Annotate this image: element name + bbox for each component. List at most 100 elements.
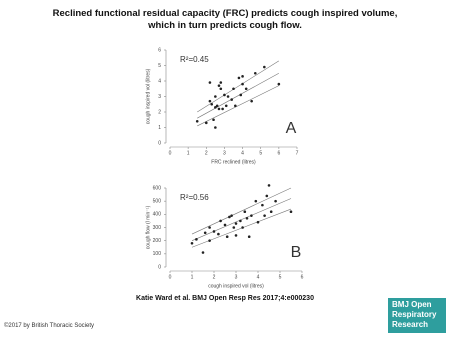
y-tick-label: 4 [158, 78, 161, 84]
point [245, 216, 249, 220]
point [214, 95, 217, 98]
point [234, 222, 238, 225]
point [265, 194, 269, 198]
y-tick-label: 3 [158, 94, 161, 100]
regression-line [191, 198, 292, 241]
y-tick-label: 400 [153, 212, 162, 218]
point [256, 220, 260, 224]
point [223, 93, 226, 97]
y-tick-label: 200 [153, 238, 162, 244]
logo: BMJ Open Respiratory Research [388, 298, 446, 333]
annotation: R²=0.56 [180, 193, 209, 202]
point [274, 199, 277, 203]
point [243, 210, 247, 213]
point [226, 95, 230, 98]
copyright: ©2017 by British Thoracic Society [4, 323, 95, 329]
point [234, 104, 237, 108]
point [244, 87, 248, 91]
point [250, 214, 253, 217]
y-tick-label: 0 [158, 140, 161, 146]
point [217, 232, 220, 236]
y-tick-label: 300 [153, 225, 162, 231]
y-tick-label: 0 [158, 264, 161, 270]
x-tick-label: 6 [301, 274, 304, 280]
point [224, 104, 228, 108]
x-tick-label: 1 [191, 274, 194, 280]
point [267, 184, 271, 187]
point [232, 87, 235, 91]
point [263, 214, 266, 217]
point [201, 251, 205, 254]
point [289, 210, 293, 213]
y-tick-label: 2 [158, 109, 161, 115]
point [214, 106, 217, 109]
x-tick-label: 5 [279, 274, 282, 280]
point [239, 219, 242, 223]
point [219, 87, 223, 91]
point [253, 71, 257, 75]
point [261, 203, 264, 207]
y-axis-label: cough inspired vol (litres) [145, 68, 151, 124]
point [190, 242, 194, 245]
point [195, 120, 199, 123]
point [234, 234, 238, 237]
point [212, 118, 215, 122]
x-tick-label: 4 [257, 274, 260, 280]
point [195, 238, 198, 241]
x-tick-label: 2 [205, 150, 208, 156]
x-tick-label: 1 [187, 150, 190, 156]
x-tick-label: 6 [277, 150, 280, 156]
annotation: R²=0.45 [180, 55, 209, 64]
x-tick-label: 3 [235, 274, 238, 280]
regression-line [191, 187, 292, 235]
point [225, 235, 229, 239]
point [217, 84, 221, 87]
point [230, 98, 233, 101]
regression-line [197, 60, 280, 113]
x-axis-label: cough inspired vol (litres) [208, 283, 264, 289]
x-tick-label: 0 [169, 274, 172, 280]
logo-line: Respiratory [392, 310, 437, 319]
logo-line: Research [392, 320, 429, 329]
citation: Katie Ward et al. BMJ Open Resp Res 2017… [136, 295, 314, 302]
point [250, 99, 253, 103]
point [230, 214, 233, 217]
point [217, 107, 221, 111]
x-tick-label: 2 [213, 274, 216, 280]
y-tick-label: 600 [153, 185, 162, 191]
y-tick-label: 6 [158, 47, 161, 53]
point [277, 82, 281, 86]
x-tick-label: 7 [296, 150, 299, 156]
point [212, 230, 216, 233]
logo-line: BMJ Open [392, 300, 432, 309]
point [241, 82, 244, 86]
point [203, 231, 207, 235]
point [221, 107, 224, 111]
y-tick-label: 5 [158, 63, 161, 69]
point [237, 76, 241, 80]
point [228, 215, 231, 219]
point [219, 219, 222, 223]
point [232, 226, 236, 229]
y-tick-label: 1 [158, 125, 161, 131]
y-tick-label: 500 [153, 198, 162, 204]
panel-label: B [291, 244, 302, 261]
point [214, 126, 217, 129]
x-tick-label: 0 [169, 150, 172, 156]
point [223, 223, 227, 227]
point [219, 81, 223, 84]
point [241, 226, 244, 229]
point [241, 75, 244, 78]
x-tick-label: 5 [259, 150, 262, 156]
panel-label: A [286, 120, 297, 137]
x-tick-label: 3 [223, 150, 226, 156]
regression-line [197, 85, 279, 127]
point [208, 239, 211, 242]
point [247, 235, 251, 239]
point [254, 199, 258, 203]
x-tick-label: 4 [241, 150, 244, 156]
point [239, 93, 243, 97]
point [208, 81, 212, 84]
